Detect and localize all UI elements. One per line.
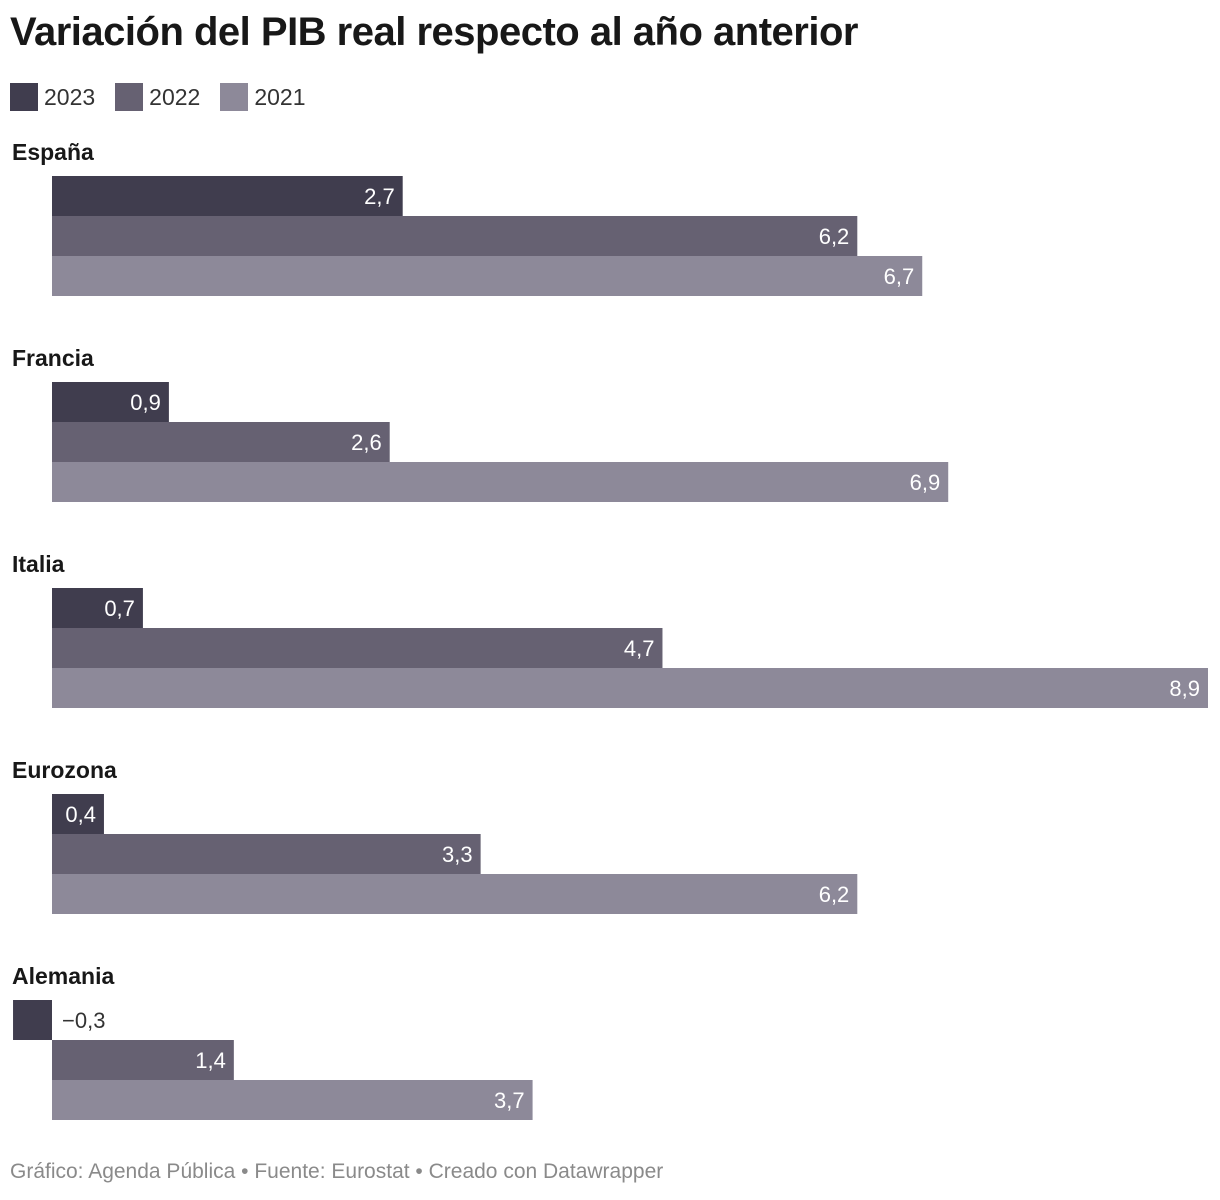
data-label-francia-2021: 6,9 [910, 470, 941, 495]
data-label-alemania-2021: 3,7 [494, 1088, 525, 1113]
bar-espana-2021 [52, 256, 923, 296]
bar-italia-2023 [52, 588, 143, 628]
legend-swatch-2023 [10, 83, 38, 111]
footer-credits: Gráfico: Agenda Pública • Fuente: Eurost… [10, 1160, 664, 1183]
legend-item-2022: 2022 [115, 83, 200, 111]
category-label-italia: Italia [12, 551, 65, 577]
bar-espana-2022 [52, 216, 858, 256]
data-label-alemania-2023: −0,3 [62, 1008, 105, 1033]
bar-italia-2022 [52, 628, 663, 668]
bar-eurozona-2021 [52, 874, 858, 914]
category-label-espana: España [12, 139, 94, 165]
bar-eurozona-2022 [52, 834, 481, 874]
data-label-eurozona-2023: 0,4 [65, 802, 96, 827]
chart-title: Variación del PIB real respecto al año a… [10, 10, 858, 54]
bar-alemania-2023 [13, 1000, 53, 1040]
category-label-francia: Francia [12, 345, 94, 371]
data-label-eurozona-2021: 6,2 [819, 882, 850, 907]
bar-alemania-2022 [52, 1040, 234, 1080]
legend-item-2023: 2023 [10, 83, 95, 111]
legend-swatch-2022 [115, 83, 144, 111]
data-label-espana-2021: 6,7 [884, 264, 915, 289]
legend-swatch-2021 [220, 83, 249, 111]
data-label-italia-2023: 0,7 [104, 596, 135, 621]
legend-label-2022: 2022 [149, 83, 201, 110]
category-label-alemania: Alemania [12, 963, 114, 989]
legend-label-2021: 2021 [254, 83, 306, 110]
legend-item-2021: 2021 [220, 83, 306, 111]
bar-francia-2022 [52, 422, 390, 462]
data-label-francia-2023: 0,9 [130, 390, 161, 415]
legend: 2023 2022 2021 [10, 82, 326, 112]
data-label-alemania-2022: 1,4 [195, 1048, 226, 1073]
category-label-eurozona: Eurozona [12, 757, 117, 783]
data-label-espana-2023: 2,7 [364, 184, 395, 209]
bar-francia-2021 [52, 462, 949, 502]
bar-alemania-2021 [52, 1080, 533, 1120]
legend-label-2023: 2023 [44, 83, 96, 110]
bar-espana-2023 [52, 176, 403, 216]
bar-francia-2023 [52, 382, 169, 422]
data-label-francia-2022: 2,6 [351, 430, 382, 455]
data-label-italia-2021: 8,9 [1169, 676, 1200, 701]
data-label-eurozona-2022: 3,3 [442, 842, 473, 867]
bar-eurozona-2023 [52, 794, 104, 834]
data-label-espana-2022: 6,2 [819, 224, 850, 249]
data-label-italia-2022: 4,7 [624, 636, 655, 661]
bar-italia-2021 [52, 668, 1208, 708]
